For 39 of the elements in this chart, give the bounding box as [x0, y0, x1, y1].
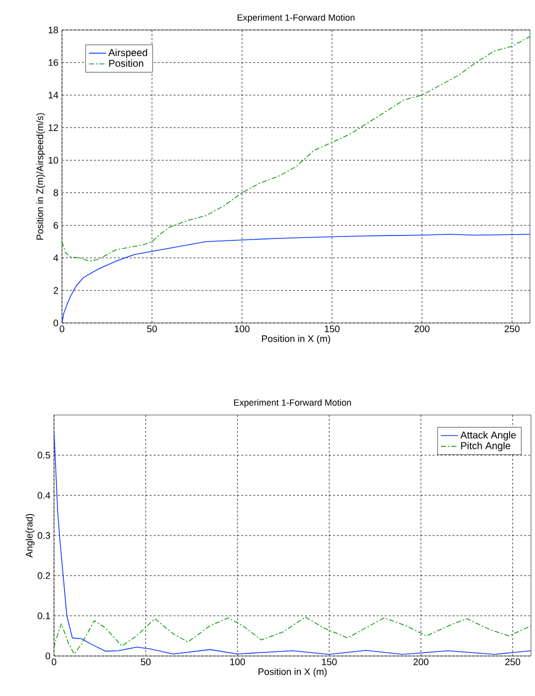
line-series — [62, 234, 530, 323]
y-tick-label: 0.2 — [38, 572, 50, 580]
y-tick-label: 6 — [54, 222, 58, 229]
x-tick-label: 150 — [324, 326, 340, 332]
x-tick-label: 200 — [414, 326, 430, 332]
y-tick-label: 10 — [48, 156, 58, 164]
y-tick-label: 4 — [53, 254, 58, 262]
x-tick-label: 100 — [234, 326, 250, 332]
x-tick-label: 250 — [505, 658, 520, 666]
line-series — [54, 616, 531, 654]
x-tick-label: 100 — [230, 658, 245, 666]
legend-label: Attack Angle — [460, 431, 516, 441]
x-tick-label: 250 — [504, 326, 520, 332]
legend-label: Position — [109, 60, 144, 67]
y-tick-label: 0.5 — [38, 452, 50, 459]
x-axis-title: Position in X (m) — [262, 335, 330, 344]
y-tick-label: 12 — [48, 124, 58, 131]
x-tick-label: 200 — [413, 658, 428, 666]
x-tick-label: 50 — [140, 658, 151, 666]
y-tick-label: 8 — [54, 189, 58, 196]
chart-title: Experiment 1-Forward Motion — [238, 14, 354, 22]
legend-label: Airspeed — [108, 48, 148, 58]
y-tick-label: 0.1 — [38, 612, 50, 620]
chart-title: Experiment 1-Forward Motion — [234, 399, 351, 408]
y-tick-label: 16 — [48, 59, 58, 66]
x-tick-label: 0 — [60, 326, 64, 332]
y-tick-label: 0 — [46, 652, 50, 660]
y-axis-title: Position in Z(m)/Airspeed(m/s) — [36, 113, 46, 240]
legend-label: Pitch Angle — [461, 442, 510, 452]
x-tick-label: 150 — [322, 658, 337, 666]
y-tick-label: 0 — [54, 320, 58, 326]
y-tick-label: 2 — [54, 287, 58, 294]
x-tick-label: 50 — [147, 326, 157, 332]
y-tick-label: 18 — [48, 26, 58, 34]
y-tick-label: 0.3 — [38, 532, 50, 539]
y-tick-label: 0.4 — [38, 492, 50, 499]
y-axis-title: Angle(rad) — [26, 514, 34, 558]
x-axis-title: Position in X (m) — [258, 668, 327, 677]
y-tick-label: 14 — [48, 92, 58, 98]
